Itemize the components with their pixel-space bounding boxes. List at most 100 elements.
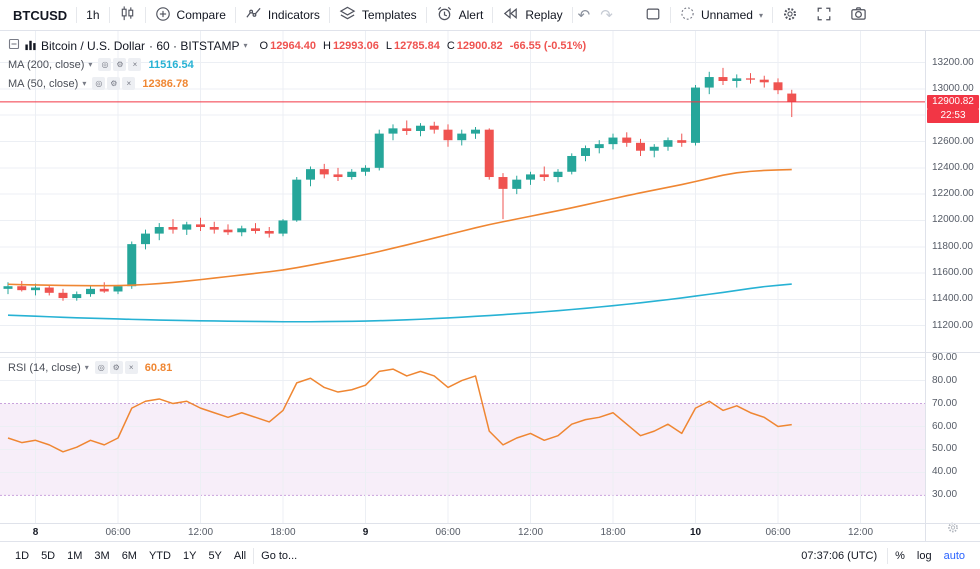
current-price-badge: 12900.82 [927, 94, 979, 109]
chevron-down-icon[interactable]: ▾ [88, 60, 93, 69]
close-value: 12900.82 [456, 39, 503, 52]
ma50-label[interactable]: MA (50, close) [8, 77, 79, 90]
toolbar-separator [108, 7, 110, 23]
range-all[interactable]: All [229, 548, 251, 564]
eye-icon[interactable]: ◎ [94, 361, 108, 374]
rsi-axis-label: 60.00 [932, 420, 958, 432]
replay-label: Replay [525, 8, 563, 22]
close-icon[interactable]: × [122, 77, 136, 90]
chart-style-button[interactable] [110, 0, 145, 30]
time-axis[interactable]: 8 06:00 12:00 18:00 9 06:00 12:00 18:00 10 06:00 1… [0, 524, 925, 541]
symbol-title[interactable]: Bitcoin / U.S. Dollar [41, 38, 146, 53]
range-1d[interactable]: 1D [10, 548, 34, 564]
indicators-button[interactable]: Indicators [236, 0, 329, 30]
price-scale[interactable]: 13200.0013000.0012800.0012600.0012400.00… [925, 31, 980, 541]
alert-clock-icon [436, 5, 453, 25]
compare-button[interactable]: Compare [146, 0, 235, 30]
range-5d[interactable]: 5D [36, 548, 60, 564]
symbol-button[interactable]: BTCUSD [13, 7, 68, 23]
eye-icon[interactable]: ◎ [98, 58, 112, 71]
chevron-down-icon[interactable]: ▾ [243, 41, 248, 50]
symbol-details: · 60 · BITSTAMP [149, 38, 240, 53]
layout-select-button[interactable] [636, 6, 670, 25]
eye-icon[interactable]: ◎ [92, 77, 106, 90]
range-1y[interactable]: 1Y [178, 548, 201, 564]
interval-button[interactable]: 1h [86, 8, 100, 22]
pane-separator[interactable] [0, 352, 980, 353]
chevron-down-icon[interactable]: ▾ [84, 363, 89, 372]
redo-button[interactable]: ↷ [600, 7, 613, 24]
time-axis-label: 18:00 [600, 527, 626, 538]
ma200-label[interactable]: MA (200, close) [8, 58, 85, 71]
replay-button[interactable]: Replay [493, 0, 571, 30]
auto-scale-button[interactable]: auto [939, 548, 970, 564]
templates-button[interactable]: Templates [330, 0, 426, 30]
snapshot-button[interactable] [841, 5, 876, 25]
symbol-legend-row: Bitcoin / U.S. Dollar · 60 · BITSTAMP ▾ … [8, 36, 586, 55]
range-6m[interactable]: 6M [117, 548, 142, 564]
rsi-axis-label: 70.00 [932, 397, 958, 409]
candlestick-style-icon [119, 5, 136, 25]
log-scale-button[interactable]: log [912, 548, 937, 564]
ma50-legend-row: MA (50, close) ▾ ◎ ⚙ × 12386.78 [8, 74, 586, 93]
price-axis-label: 11600.00 [932, 267, 973, 279]
layout-icon [645, 6, 661, 25]
camera-icon [850, 5, 867, 25]
replay-icon [502, 5, 519, 25]
undo-button[interactable]: ↶ [577, 7, 591, 24]
range-5y[interactable]: 5Y [203, 548, 226, 564]
settings-icon[interactable]: ⚙ [107, 77, 121, 90]
fullscreen-button[interactable] [807, 6, 841, 25]
toolbar-separator [253, 547, 255, 564]
ohlc-values: O 12964.40 H 12993.06 L 12785.84 C 12900.82 … [260, 40, 587, 52]
top-toolbar: BTCUSD 1h Compare Indicators Templates A… [0, 0, 980, 31]
close-icon[interactable]: × [128, 58, 142, 71]
price-pane[interactable]: Bitcoin / U.S. Dollar · 60 · BITSTAMP ▾ … [0, 31, 925, 352]
rsi-axis-label: 40.00 [932, 466, 958, 478]
rsi-pane[interactable]: RSI (14, close) ▾ ◎ ⚙ × 60.81 [0, 353, 925, 523]
indicator-controls: ◎ ⚙ × [98, 58, 142, 71]
fullscreen-icon [816, 6, 832, 25]
price-axis-label: 11800.00 [932, 240, 973, 252]
price-axis-label: 11200.00 [932, 319, 973, 331]
indicator-controls: ◎ ⚙ × [92, 77, 136, 90]
range-ytd[interactable]: YTD [144, 548, 176, 564]
settings-icon[interactable]: ⚙ [113, 58, 127, 71]
time-axis-label: 8 [32, 527, 39, 538]
alert-button[interactable]: Alert [427, 0, 493, 30]
clock[interactable]: 07:37:06 (UTC) [801, 549, 878, 562]
time-axis-label: 12:00 [847, 527, 874, 538]
layout-name: Unnamed [700, 8, 753, 22]
percent-scale-button[interactable]: % [890, 548, 910, 564]
toolbar-separator [571, 7, 573, 23]
chart-settings-button[interactable] [773, 6, 807, 25]
save-layout-button[interactable]: Unnamed ▾ [671, 6, 772, 24]
time-axis-label: 06:00 [435, 527, 461, 538]
rsi-axis-label: 80.00 [932, 374, 958, 386]
time-axis-label: 06:00 [765, 527, 791, 538]
chevron-down-icon[interactable]: ▾ [82, 79, 87, 88]
high-value: 12993.06 [332, 39, 379, 52]
collapse-pane-icon[interactable] [8, 38, 20, 53]
price-axis-label: 11400.00 [932, 293, 973, 305]
goto-button[interactable]: Go to... [256, 548, 302, 564]
price-axis-label: 13000.00 [932, 82, 974, 94]
price-axis-label: 12000.00 [932, 214, 974, 226]
rsi-legend-row: RSI (14, close) ▾ ◎ ⚙ × 60.81 [8, 358, 172, 377]
series-bars-icon [24, 38, 37, 54]
compare-plus-icon [155, 6, 171, 25]
price-axis-label: 12200.00 [932, 188, 974, 200]
rsi-chart[interactable] [0, 353, 925, 523]
price-chart[interactable] [0, 31, 925, 352]
rsi-label[interactable]: RSI (14, close) [8, 361, 81, 374]
range-1m[interactable]: 1M [62, 548, 87, 564]
toolbar-separator [144, 7, 146, 23]
time-axis-label: 12:00 [187, 527, 214, 538]
low-label: L [385, 39, 392, 52]
close-icon[interactable]: × [124, 361, 138, 374]
range-3m[interactable]: 3M [89, 548, 114, 564]
settings-icon[interactable]: ⚙ [109, 361, 123, 374]
scale-group: 07:37:06 (UTC) % log auto [793, 547, 970, 564]
bottom-toolbar: 1D 5D 1M 3M 6M YTD 1Y 5Y All Go to... 07… [0, 541, 980, 569]
